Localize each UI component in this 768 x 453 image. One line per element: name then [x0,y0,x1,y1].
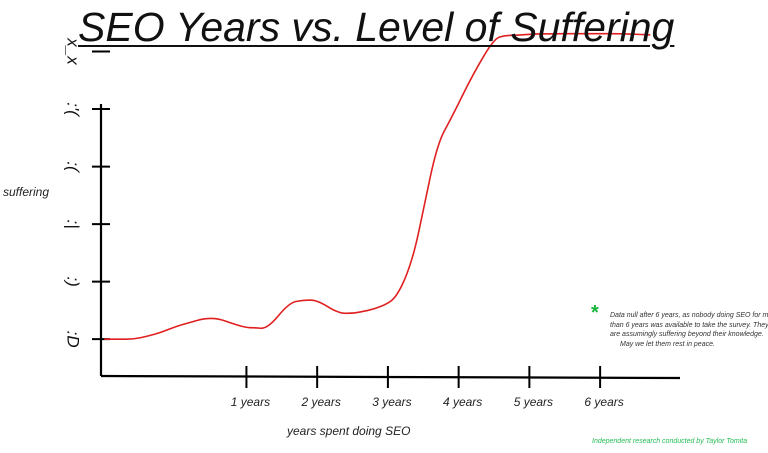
x-ticks: 1 years 2 years 3 years 4 years 5 years 6 yea… [231,366,624,409]
x-tick-label: 5 years [514,395,553,409]
x-axis-label: years spent doing SEO [287,424,411,438]
series-line [104,32,651,340]
y-ticks [92,50,110,341]
x-tick-label: 1 years [231,395,270,409]
y-tick-label-face: :| [64,220,83,229]
footnote: Data null after 6 years, as nobody doing… [610,311,768,349]
footnote-text: Data null after 6 years, as nobody doing… [610,312,768,338]
y-tick-label-face: :( [64,161,83,174]
y-tick-label-face: :D [64,331,83,348]
y-tick-label-face: x_x [64,37,83,65]
y-tick-label-face: :) [64,276,83,286]
x-tick-label: 6 years [584,395,623,409]
asterisk-icon: * [591,302,599,324]
credit-text: Independent research conducted by Taylor… [592,438,748,445]
footnote-rest: May we let them rest in peace. [620,340,715,348]
series [104,32,651,340]
x-axis-line [100,374,681,380]
chart-title: SEO Years vs. Level of Suffering [78,4,675,50]
y-axis-label: suffering [3,185,50,199]
x-tick-label: 4 years [443,395,482,409]
x-tick-label: 3 years [372,395,411,409]
axes [99,104,681,380]
y-tick-label-face: :'( [64,102,83,118]
x-tick-label: 2 years [300,395,340,409]
suffering-faces: :D:) :| :( :'( x_x [64,37,83,347]
